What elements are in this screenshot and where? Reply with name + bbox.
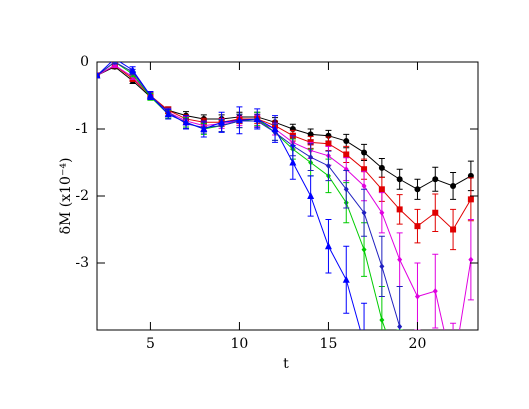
marker [379, 316, 385, 323]
x-axis-label: t [283, 356, 289, 372]
marker [342, 275, 350, 283]
marker [97, 71, 101, 79]
marker [379, 263, 385, 270]
marker [432, 288, 438, 295]
marker [397, 256, 403, 263]
marker [325, 140, 332, 147]
marker [450, 226, 457, 233]
marker [361, 182, 367, 189]
marker [111, 55, 118, 62]
marker [432, 209, 439, 216]
series-line [97, 62, 361, 330]
marker [467, 196, 474, 203]
y-tick-label: -3 [75, 255, 89, 271]
marker [271, 125, 279, 132]
marker [253, 114, 261, 122]
marker [450, 182, 457, 189]
marker [325, 162, 331, 169]
marker [414, 186, 421, 193]
plot-area [97, 55, 474, 373]
marker [361, 339, 368, 346]
error-bar [361, 302, 368, 330]
marker [307, 192, 315, 199]
marker [343, 138, 350, 145]
marker [467, 172, 474, 179]
marker [182, 118, 190, 126]
series-line [97, 64, 472, 330]
marker [414, 223, 421, 230]
marker [432, 176, 439, 183]
series-line [97, 62, 401, 327]
marker [146, 91, 154, 99]
plot-frame [96, 61, 479, 331]
marker [378, 186, 385, 193]
y-tick-label: 0 [80, 54, 89, 70]
marker [200, 125, 208, 132]
marker [451, 367, 456, 373]
x-tick-label: 15 [320, 336, 338, 352]
marker [361, 149, 368, 156]
x-tick-label: 10 [231, 336, 249, 352]
series-line [97, 66, 472, 190]
error-bar [450, 322, 457, 330]
error-bar [112, 56, 118, 61]
marker [343, 186, 349, 193]
marker [361, 209, 367, 216]
marker [218, 118, 226, 126]
marker [307, 131, 314, 138]
y-tick-label: -2 [75, 188, 89, 204]
marker [324, 242, 332, 250]
marker [343, 151, 350, 158]
marker [164, 110, 172, 118]
marker [129, 66, 137, 74]
x-tick-label: 5 [146, 336, 155, 352]
marker [396, 206, 403, 213]
y-tick-label: -1 [75, 121, 89, 137]
marker [396, 176, 403, 183]
marker [361, 246, 367, 253]
error-bar [396, 329, 403, 330]
marker [378, 164, 385, 171]
marker [414, 293, 420, 300]
series-line [97, 64, 472, 231]
marker [379, 209, 385, 216]
marker [308, 154, 314, 161]
marker [112, 62, 118, 65]
x-tick-label: 20 [409, 336, 427, 352]
marker [397, 367, 402, 373]
marker [397, 323, 403, 330]
y-axis-label: δM (x10⁻⁴) [58, 158, 74, 235]
marker [361, 166, 368, 173]
marker [289, 158, 297, 166]
series-line [97, 62, 386, 330]
marker [468, 256, 474, 263]
marker [235, 116, 243, 124]
